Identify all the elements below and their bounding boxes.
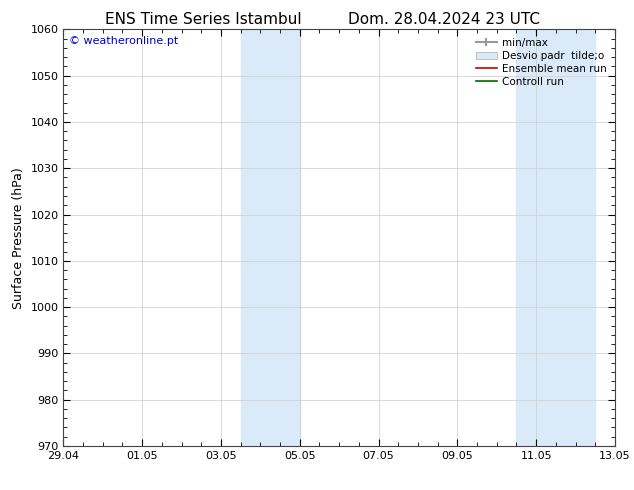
Bar <box>241 29 300 446</box>
Legend: min/max, Desvio padr  tilde;o, Ensemble mean run, Controll run: min/max, Desvio padr tilde;o, Ensemble m… <box>473 35 610 90</box>
Bar <box>517 29 595 446</box>
Text: ENS Time Series Istambul: ENS Time Series Istambul <box>105 12 301 27</box>
Y-axis label: Surface Pressure (hPa): Surface Pressure (hPa) <box>12 167 25 309</box>
Text: © weatheronline.pt: © weatheronline.pt <box>69 36 178 46</box>
Text: Dom. 28.04.2024 23 UTC: Dom. 28.04.2024 23 UTC <box>348 12 540 27</box>
